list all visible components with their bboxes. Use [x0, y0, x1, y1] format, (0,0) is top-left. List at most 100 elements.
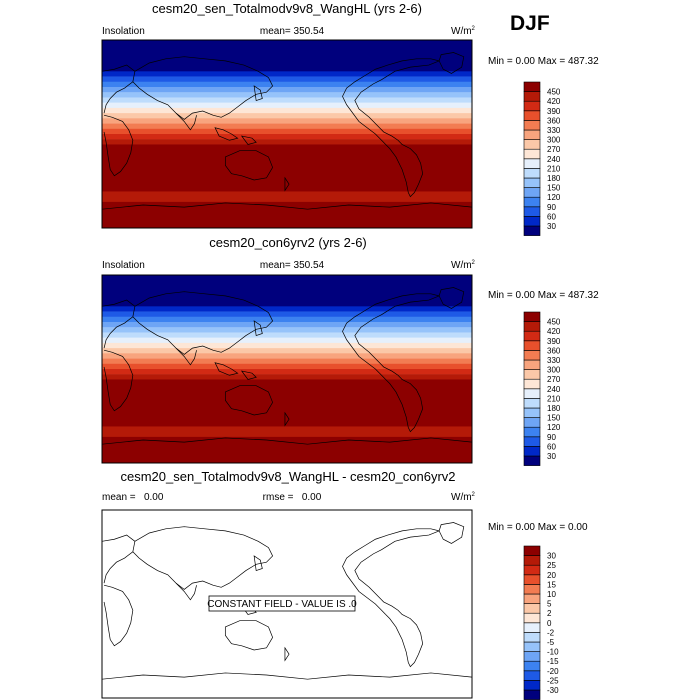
map-coastlines [102, 288, 472, 445]
panel-3: cesm20_sen_Totalmodv9v8_WangHL - cesm20_… [101, 469, 588, 700]
colorbar-tick-label: 2 [547, 609, 552, 618]
colorbar-segment [523, 139, 541, 150]
coastline [343, 529, 440, 615]
colorbar-segment [523, 436, 541, 447]
lat-band [102, 306, 472, 312]
lat-band [102, 369, 472, 375]
colorbar-tick-label: 330 [547, 126, 561, 135]
map-coastlines [102, 523, 472, 680]
coastline [176, 348, 197, 365]
lat-band [102, 348, 472, 354]
colorbar-tick-label: 150 [547, 184, 561, 193]
coastline [343, 294, 440, 380]
colorbar-segment [523, 100, 541, 112]
colorbar-segment [523, 689, 541, 700]
map-bands [102, 275, 472, 463]
coastline [242, 371, 256, 379]
colorbar-tick-label: 15 [547, 580, 556, 589]
colorbar-segment [523, 340, 541, 351]
coastline [225, 621, 272, 650]
colorbar-segment [523, 680, 541, 691]
lat-band [102, 87, 472, 93]
colorbar-tick-label: 450 [547, 88, 561, 97]
colorbar-segment [523, 622, 541, 633]
lat-band [102, 113, 472, 119]
lat-band [102, 97, 472, 103]
colorbar-segment [523, 359, 541, 370]
coastline [133, 57, 273, 120]
colorbar-segment [523, 446, 541, 457]
colorbar-segment [523, 603, 541, 614]
colorbar-segment [523, 670, 541, 681]
colorbar-tick-label: 5 [547, 600, 552, 609]
colorbar-tick-label: 360 [547, 116, 561, 125]
panel-unit: W/m2 [451, 492, 476, 503]
panel-stats: Min = 0.00 Max = 487.32 [488, 290, 599, 301]
colorbar-segment [523, 593, 541, 604]
coastline [343, 59, 440, 145]
map-area [102, 40, 472, 228]
colorbar-tick-label: 30 [547, 452, 556, 461]
annotation-box [208, 595, 356, 612]
lat-band [102, 327, 472, 333]
colorbar-tick-label: 270 [547, 375, 561, 384]
colorbar-segment [523, 651, 541, 662]
coastline [176, 113, 197, 130]
coastline [102, 203, 472, 209]
coastline [439, 53, 464, 74]
panel-title: cesm20_con6yrv2 (yrs 2-6) [209, 235, 367, 250]
panel-center-label: mean= 350.54 [260, 26, 325, 37]
coastline [104, 350, 133, 411]
colorbar-segment [523, 641, 541, 652]
coastline [254, 86, 262, 101]
colorbar-tick-label: -30 [547, 686, 559, 695]
colorbar-tick-label: -15 [547, 657, 559, 666]
coastline [242, 136, 256, 144]
panel-title: cesm20_sen_Totalmodv9v8_WangHL - cesm20_… [120, 469, 455, 484]
lat-band [102, 311, 472, 317]
colorbar-tick-label: -20 [547, 667, 559, 676]
coastline [102, 673, 472, 679]
panel-left-label: mean = 0.00 [102, 492, 164, 503]
colorbar-segment [523, 168, 541, 179]
colorbar-tick-label: 10 [547, 590, 556, 599]
coastline [355, 531, 439, 667]
lat-band [102, 128, 472, 135]
map-coastlines [102, 53, 472, 210]
colorbar-tick-label: 240 [547, 385, 561, 394]
lat-band [102, 332, 472, 338]
coastline [254, 321, 262, 336]
colorbar-tick-label: 25 [547, 561, 556, 570]
coastline [104, 585, 133, 646]
coastline [215, 363, 238, 376]
colorbar-segment [523, 455, 541, 466]
colorbar-segment [523, 612, 541, 624]
lat-band [102, 363, 472, 370]
coastline [104, 115, 133, 176]
colorbar-segment [523, 555, 541, 566]
colorbar-segment [523, 216, 541, 227]
colorbar-tick-label: 300 [547, 136, 561, 145]
coastline [102, 438, 472, 444]
colorbar-tick-label: 360 [547, 346, 561, 355]
panel-left-label: Insolation [102, 26, 145, 37]
map-frame [101, 39, 473, 229]
colorbar-tick-label: -5 [547, 638, 555, 647]
lat-band [102, 92, 472, 98]
colorbar-tick-label: 300 [547, 366, 561, 375]
colorbar-segment [523, 632, 541, 643]
lat-band [102, 374, 472, 380]
lat-band [102, 139, 472, 145]
colorbar-segment [523, 129, 541, 140]
colorbar-tick-label: 240 [547, 155, 561, 164]
coastline [439, 523, 464, 544]
colorbar-tick-label: 390 [547, 337, 561, 346]
colorbar: 3060901201501802102402703003303603904204… [523, 81, 561, 236]
colorbar-segment [523, 206, 541, 217]
colorbar-tick-label: 30 [547, 552, 556, 561]
map-frame [101, 274, 473, 464]
panel-stats: Min = 0.00 Max = 0.00 [488, 522, 588, 533]
panel-stats: Min = 0.00 Max = 487.32 [488, 56, 599, 67]
colorbar-tick-label: 210 [547, 164, 561, 173]
